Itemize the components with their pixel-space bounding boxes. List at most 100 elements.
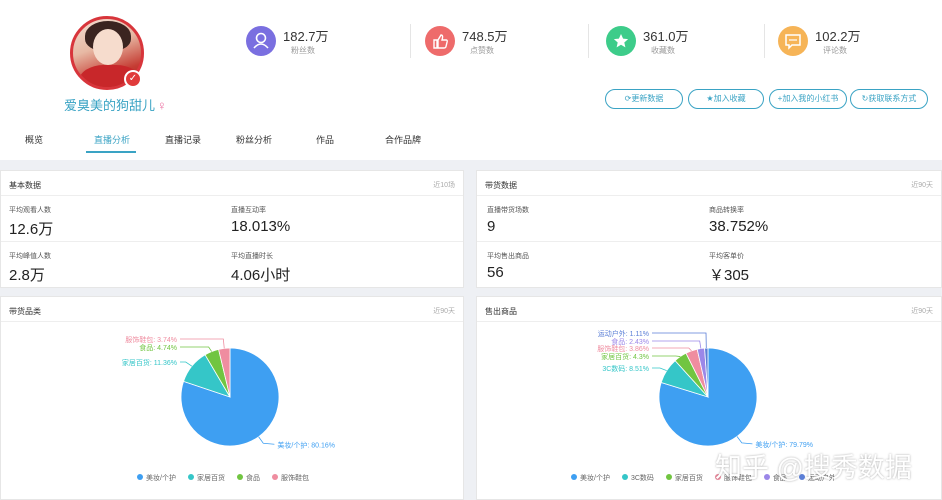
stat-value: 748.5万 xyxy=(462,29,508,44)
profile-header: ✓ 爱臭美的狗甜儿 ♀ 182.7万 粉丝数 748.5万 点赞数 361.0万 … xyxy=(0,0,942,160)
stat-label: 评论数 xyxy=(823,46,847,55)
metric-label: 平均直播时长 xyxy=(231,253,273,260)
metric-avg-price: 平均客单价 ￥305 xyxy=(709,251,749,285)
legend-swatch xyxy=(137,474,143,480)
panel-title: 售出商品 xyxy=(485,307,517,316)
slice-label: 美妆/个护: 80.16% xyxy=(277,440,335,449)
legend-swatch xyxy=(571,474,577,480)
slice-label: 食品: 4.74% xyxy=(139,343,177,352)
sold-goods-pie-chart: 美妆/个护: 79.79% 3C数码: 8.51% 家居百货: 4.3%服饰鞋包: … xyxy=(597,329,813,449)
divider xyxy=(764,24,765,58)
legend-label: 3C数码 xyxy=(630,475,654,482)
slice-label: 服饰鞋包: 3.74% xyxy=(125,335,177,344)
tab-live-analysis[interactable]: 直播分析 xyxy=(94,135,131,145)
slice-label: 3C数码: 8.51% xyxy=(602,364,649,373)
legend-label: 美妆/个护 xyxy=(146,475,176,482)
stat-value: 361.0万 xyxy=(643,29,689,44)
legend-swatch xyxy=(763,474,770,480)
metric-avg-duration: 平均直播时长 4.06小时 xyxy=(231,251,290,285)
legend-item[interactable]: 食品 xyxy=(763,473,787,483)
label-line xyxy=(736,436,753,445)
metric-sales-sessions: 直播带货场数 9 xyxy=(487,205,529,235)
metric-conversion-rate: 商品转换率 38.752% xyxy=(709,205,768,235)
panel-range: 近90天 xyxy=(433,308,455,315)
star-icon xyxy=(606,26,636,56)
metric-label: 商品转换率 xyxy=(709,207,744,214)
stat-label: 点赞数 xyxy=(470,46,494,55)
stat-label: 收藏数 xyxy=(651,46,675,55)
tab-brands[interactable]: 合作品牌 xyxy=(385,135,422,145)
metric-value: 56 xyxy=(487,264,504,281)
panel-range: 近10场 xyxy=(433,182,455,189)
divider xyxy=(588,24,589,58)
legend-item[interactable]: 家居百货 xyxy=(187,473,225,483)
divider xyxy=(477,321,941,322)
category-pie-chart: 美妆/个护: 80.16% 家居百货: 11.36% 食品: 4.74%服饰鞋包: … xyxy=(122,335,335,449)
verified-icon: ✓ xyxy=(124,70,142,88)
panel-range: 近90天 xyxy=(911,182,933,189)
panel-title: 带货品类 xyxy=(9,307,41,316)
slice-label: 运动户外: 1.11% xyxy=(598,329,649,338)
tab-overview[interactable]: 概览 xyxy=(25,135,44,145)
metric-label: 平均客单价 xyxy=(709,253,744,260)
active-tab-indicator xyxy=(86,151,136,153)
legend-label: 家居百货 xyxy=(674,475,703,482)
add-to-xiaohongshu-button[interactable]: +加入我的小红书 xyxy=(769,89,847,109)
get-contact-button[interactable]: ↻获取联系方式 xyxy=(850,89,928,109)
divider xyxy=(1,241,463,242)
metric-interaction-rate: 直播互动率 18.013% xyxy=(231,205,290,235)
label-line xyxy=(180,338,225,349)
slice-label: 食品: 2.43% xyxy=(611,337,649,346)
label-line xyxy=(652,347,692,352)
label-line xyxy=(652,340,702,349)
tab-live-records[interactable]: 直播记录 xyxy=(165,135,202,145)
metric-label: 直播带货场数 xyxy=(487,207,529,214)
chart-legend: 美妆/个护 家居百货 食品 服饰鞋包 xyxy=(137,473,321,483)
label-line xyxy=(180,346,212,352)
refresh-data-button[interactable]: ⟳更新数据 xyxy=(605,89,683,109)
legend-label: 食品 xyxy=(772,475,787,482)
legend-swatch xyxy=(665,474,672,480)
legend-item[interactable]: 3C数码 xyxy=(621,473,654,483)
metric-avg-viewers: 平均观看人数 12.6万 xyxy=(9,205,53,239)
tab-fan-analysis[interactable]: 粉丝分析 xyxy=(236,135,273,145)
legend-item[interactable]: 运动户外 xyxy=(798,473,836,483)
stat-label: 粉丝数 xyxy=(291,46,315,55)
legend-label: 美妆/个护 xyxy=(580,475,610,482)
divider xyxy=(410,24,411,58)
label-line xyxy=(258,436,275,445)
thumbs-up-icon xyxy=(425,26,455,56)
stat-value: 182.7万 xyxy=(283,29,329,44)
legend-item[interactable]: 服饰鞋包 xyxy=(271,473,309,483)
slice-label: 家居百货: 11.36% xyxy=(122,358,177,367)
metric-value: 4.06小时 xyxy=(231,267,291,284)
avatar[interactable] xyxy=(70,16,144,90)
profile-name-text: 爱臭美的狗甜儿 xyxy=(64,98,156,113)
legend-swatch xyxy=(714,474,721,480)
legend-item[interactable]: 服饰鞋包 xyxy=(714,473,752,483)
divider xyxy=(477,241,941,242)
metric-value: ￥305 xyxy=(709,267,750,284)
legend-item[interactable]: 美妆/个护 xyxy=(571,473,610,483)
tab-bar: 概览 直播分析 直播记录 粉丝分析 作品 合作品牌 xyxy=(0,124,942,154)
metric-value: 12.6万 xyxy=(9,221,54,238)
label-line xyxy=(652,332,707,349)
legend-item[interactable]: 食品 xyxy=(236,473,260,483)
metric-label: 直播互动率 xyxy=(231,207,266,214)
tab-works[interactable]: 作品 xyxy=(316,135,335,145)
legend-item[interactable]: 家居百货 xyxy=(665,473,703,483)
add-favorite-button[interactable]: ★加入收藏 xyxy=(688,89,764,109)
legend-swatch xyxy=(236,474,243,480)
chart-legend: 美妆/个护 3C数码 家居百货 服饰鞋包 食品 运动户外 xyxy=(571,473,848,483)
profile-name: 爱臭美的狗甜儿 ♀ xyxy=(64,95,167,114)
slice-label: 服饰鞋包: 3.86% xyxy=(597,344,649,353)
legend-label: 服饰鞋包 xyxy=(723,475,752,482)
legend-label: 运动户外 xyxy=(807,475,836,482)
panel-range: 近90天 xyxy=(911,308,933,315)
legend-item[interactable]: 美妆/个护 xyxy=(137,473,176,483)
panel-title: 基本数据 xyxy=(9,181,41,190)
sold-goods-panel: 售出商品 近90天 美妆/个护: 79.79% 3C数码: 8.51% 家居百货: … xyxy=(476,296,942,500)
divider xyxy=(1,321,463,322)
metric-value: 9 xyxy=(487,218,496,235)
watermark: 知乎 @搜秀数据 xyxy=(715,453,912,483)
